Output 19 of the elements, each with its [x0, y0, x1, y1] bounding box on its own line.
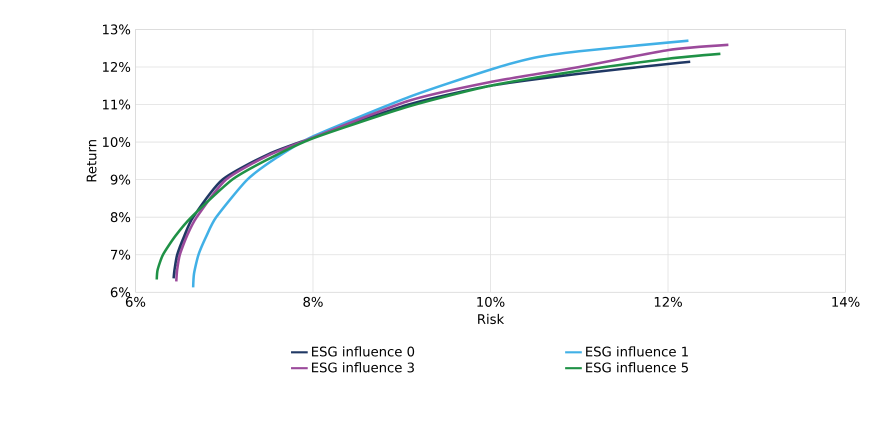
y-tick-label: 10%	[103, 136, 130, 147]
x-tick-label: 6%	[126, 296, 146, 307]
x-axis-title: Risk	[478, 314, 504, 324]
y-tick-label: 8%	[110, 212, 130, 222]
y-tick-label: 13%	[103, 24, 130, 34]
y-tick-label: 9%	[110, 174, 130, 184]
legend-label: ESG influence 1	[586, 346, 688, 356]
y-axis-title: Return	[86, 140, 96, 182]
legend-label: ESG influence 3	[312, 362, 414, 372]
y-tick-label: 7%	[111, 250, 130, 260]
legend-label: ESG influence 5	[586, 362, 688, 372]
legend-label: ESG influence 0	[312, 346, 414, 356]
x-tick-label: 10%	[477, 296, 504, 307]
x-tick-label: 8%	[303, 296, 323, 307]
y-tick-label: 12%	[103, 62, 130, 72]
y-tick-label: 6%	[110, 287, 130, 298]
x-tick-label: 14%	[832, 296, 860, 307]
x-tick-label: 12%	[654, 296, 682, 307]
y-tick-label: 11%	[103, 99, 130, 110]
